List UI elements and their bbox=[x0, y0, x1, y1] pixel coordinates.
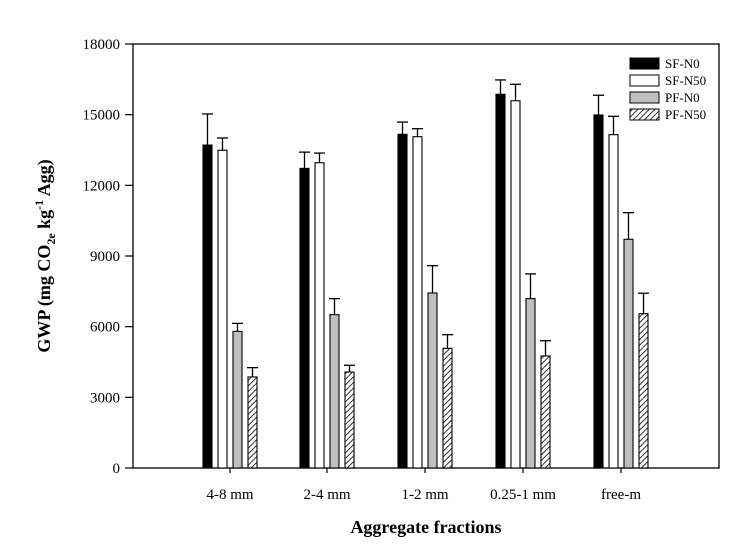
x-tick-label: 2-4 mm bbox=[303, 487, 350, 503]
x-tick-label: 0.25-1 mm bbox=[490, 487, 556, 503]
y-tick-label: 9000 bbox=[90, 249, 120, 265]
bar-sf-n50 bbox=[314, 162, 325, 469]
bar-sf-n0 bbox=[593, 114, 604, 469]
x-axis-label: Aggregate fractions bbox=[350, 517, 501, 537]
bar-pf-n0 bbox=[623, 238, 634, 469]
legend-swatch bbox=[629, 57, 660, 70]
y-tick-label: 3000 bbox=[90, 390, 120, 406]
bar-sf-n0 bbox=[299, 167, 310, 469]
bar-pf-n0 bbox=[329, 314, 340, 469]
bar-sf-n50 bbox=[510, 100, 521, 469]
bar-pf-n50 bbox=[638, 313, 649, 469]
y-axis: 0 3000 6000 9000 12000 15000 18000 bbox=[83, 37, 133, 477]
legend-label: PF-N50 bbox=[665, 107, 706, 122]
x-tick-label: 1-2 mm bbox=[401, 487, 448, 503]
legend-swatch bbox=[629, 108, 660, 121]
x-tick-label: 4-8 mm bbox=[206, 487, 253, 503]
x-tick-label: free-m bbox=[601, 487, 641, 503]
bar-pf-n0 bbox=[427, 292, 438, 469]
bar-sf-n50 bbox=[412, 136, 423, 469]
bar-sf-n0 bbox=[397, 133, 408, 469]
y-tick-label: 15000 bbox=[83, 108, 121, 124]
bar-sf-n50 bbox=[217, 149, 228, 469]
y-tick-label: 0 bbox=[113, 461, 121, 477]
bar-pf-n50 bbox=[247, 376, 258, 469]
y-tick-label: 12000 bbox=[83, 178, 121, 194]
bar-pf-n50 bbox=[540, 355, 551, 469]
bar-sf-n0 bbox=[495, 93, 506, 469]
legend-label: SF-N0 bbox=[665, 56, 700, 71]
y-axis-label: GWP (mg CO2e kg-1 Agg) bbox=[32, 159, 58, 352]
legend: SF-N0 SF-N50 PF-N0 PF-N50 bbox=[629, 56, 706, 122]
bar-sf-n50 bbox=[608, 134, 619, 469]
legend-label: SF-N50 bbox=[665, 73, 706, 88]
legend-swatch bbox=[629, 91, 660, 104]
bar-sf-n0 bbox=[202, 144, 213, 469]
bar-pf-n50 bbox=[344, 371, 355, 469]
bar-pf-n0 bbox=[232, 330, 243, 469]
bars bbox=[202, 79, 649, 469]
x-axis: 4-8 mm 2-4 mm 1-2 mm 0.25-1 mm free-m bbox=[206, 468, 641, 503]
legend-swatch bbox=[629, 74, 660, 87]
y-tick-label: 18000 bbox=[83, 37, 121, 53]
y-tick-label: 6000 bbox=[90, 320, 120, 336]
legend-label: PF-N0 bbox=[665, 90, 700, 105]
bar-pf-n50 bbox=[442, 347, 453, 469]
bar-pf-n0 bbox=[525, 298, 536, 469]
